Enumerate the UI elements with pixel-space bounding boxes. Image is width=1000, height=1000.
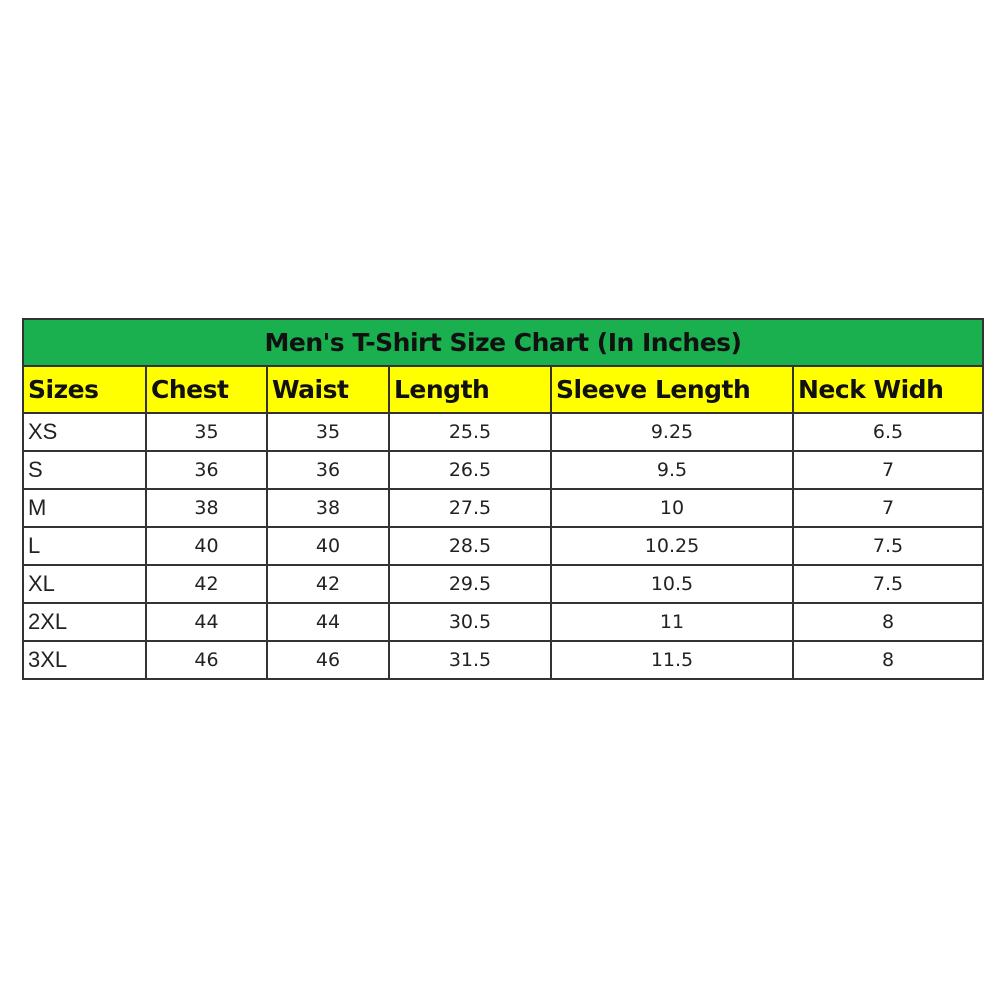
table-row: 3XL 46 46 31.5 11.5 8 bbox=[22, 640, 985, 680]
value-cell: 40 bbox=[266, 526, 390, 566]
value-cell: 30.5 bbox=[388, 602, 552, 642]
value-cell: 44 bbox=[145, 602, 268, 642]
size-chart-table: Men's T-Shirt Size Chart (In Inches) Siz… bbox=[21, 318, 985, 680]
header-length: Length bbox=[388, 365, 552, 414]
value-cell: 35 bbox=[145, 412, 268, 452]
value-cell: 25.5 bbox=[388, 412, 552, 452]
value-cell: 10.5 bbox=[550, 564, 794, 604]
size-cell: XS bbox=[22, 412, 147, 452]
value-cell: 42 bbox=[266, 564, 390, 604]
value-cell: 31.5 bbox=[388, 640, 552, 680]
header-neck-width: Neck Widh bbox=[791, 365, 985, 414]
value-cell: 8 bbox=[791, 640, 985, 680]
value-cell: 27.5 bbox=[388, 488, 552, 528]
value-cell: 26.5 bbox=[388, 450, 552, 490]
table-row: L 40 40 28.5 10.25 7.5 bbox=[22, 526, 985, 566]
value-cell: 28.5 bbox=[388, 526, 552, 566]
value-cell: 11 bbox=[550, 602, 794, 642]
table-row: XS 35 35 25.5 9.25 6.5 bbox=[22, 412, 985, 452]
value-cell: 44 bbox=[266, 602, 390, 642]
header-row: Sizes Chest Waist Length Sleeve Length N… bbox=[22, 365, 985, 414]
header-sleeve-length: Sleeve Length bbox=[550, 365, 794, 414]
value-cell: 46 bbox=[266, 640, 390, 680]
table-row: S 36 36 26.5 9.5 7 bbox=[22, 450, 985, 490]
value-cell: 40 bbox=[145, 526, 268, 566]
value-cell: 29.5 bbox=[388, 564, 552, 604]
value-cell: 8 bbox=[791, 602, 985, 642]
value-cell: 7 bbox=[791, 488, 985, 528]
value-cell: 36 bbox=[266, 450, 390, 490]
header-waist: Waist bbox=[266, 365, 390, 414]
header-chest: Chest bbox=[145, 365, 268, 414]
size-cell: 3XL bbox=[22, 640, 147, 680]
size-cell: M bbox=[22, 488, 147, 528]
table-row: M 38 38 27.5 10 7 bbox=[22, 488, 985, 528]
value-cell: 7.5 bbox=[791, 526, 985, 566]
value-cell: 9.25 bbox=[550, 412, 794, 452]
value-cell: 38 bbox=[266, 488, 390, 528]
size-cell: XL bbox=[22, 564, 147, 604]
value-cell: 46 bbox=[145, 640, 268, 680]
table-row: XL 42 42 29.5 10.5 7.5 bbox=[22, 564, 985, 604]
value-cell: 7 bbox=[791, 450, 985, 490]
value-cell: 10.25 bbox=[550, 526, 794, 566]
value-cell: 10 bbox=[550, 488, 794, 528]
table-row: 2XL 44 44 30.5 11 8 bbox=[22, 602, 985, 642]
value-cell: 7.5 bbox=[791, 564, 985, 604]
value-cell: 38 bbox=[145, 488, 268, 528]
value-cell: 42 bbox=[145, 564, 268, 604]
size-cell: S bbox=[22, 450, 147, 490]
value-cell: 36 bbox=[145, 450, 268, 490]
value-cell: 11.5 bbox=[550, 640, 794, 680]
table-title: Men's T-Shirt Size Chart (In Inches) bbox=[21, 318, 985, 367]
value-cell: 9.5 bbox=[550, 450, 794, 490]
header-sizes: Sizes bbox=[22, 365, 147, 414]
value-cell: 6.5 bbox=[791, 412, 985, 452]
size-cell: L bbox=[22, 526, 147, 566]
size-cell: 2XL bbox=[22, 602, 147, 642]
value-cell: 35 bbox=[266, 412, 390, 452]
